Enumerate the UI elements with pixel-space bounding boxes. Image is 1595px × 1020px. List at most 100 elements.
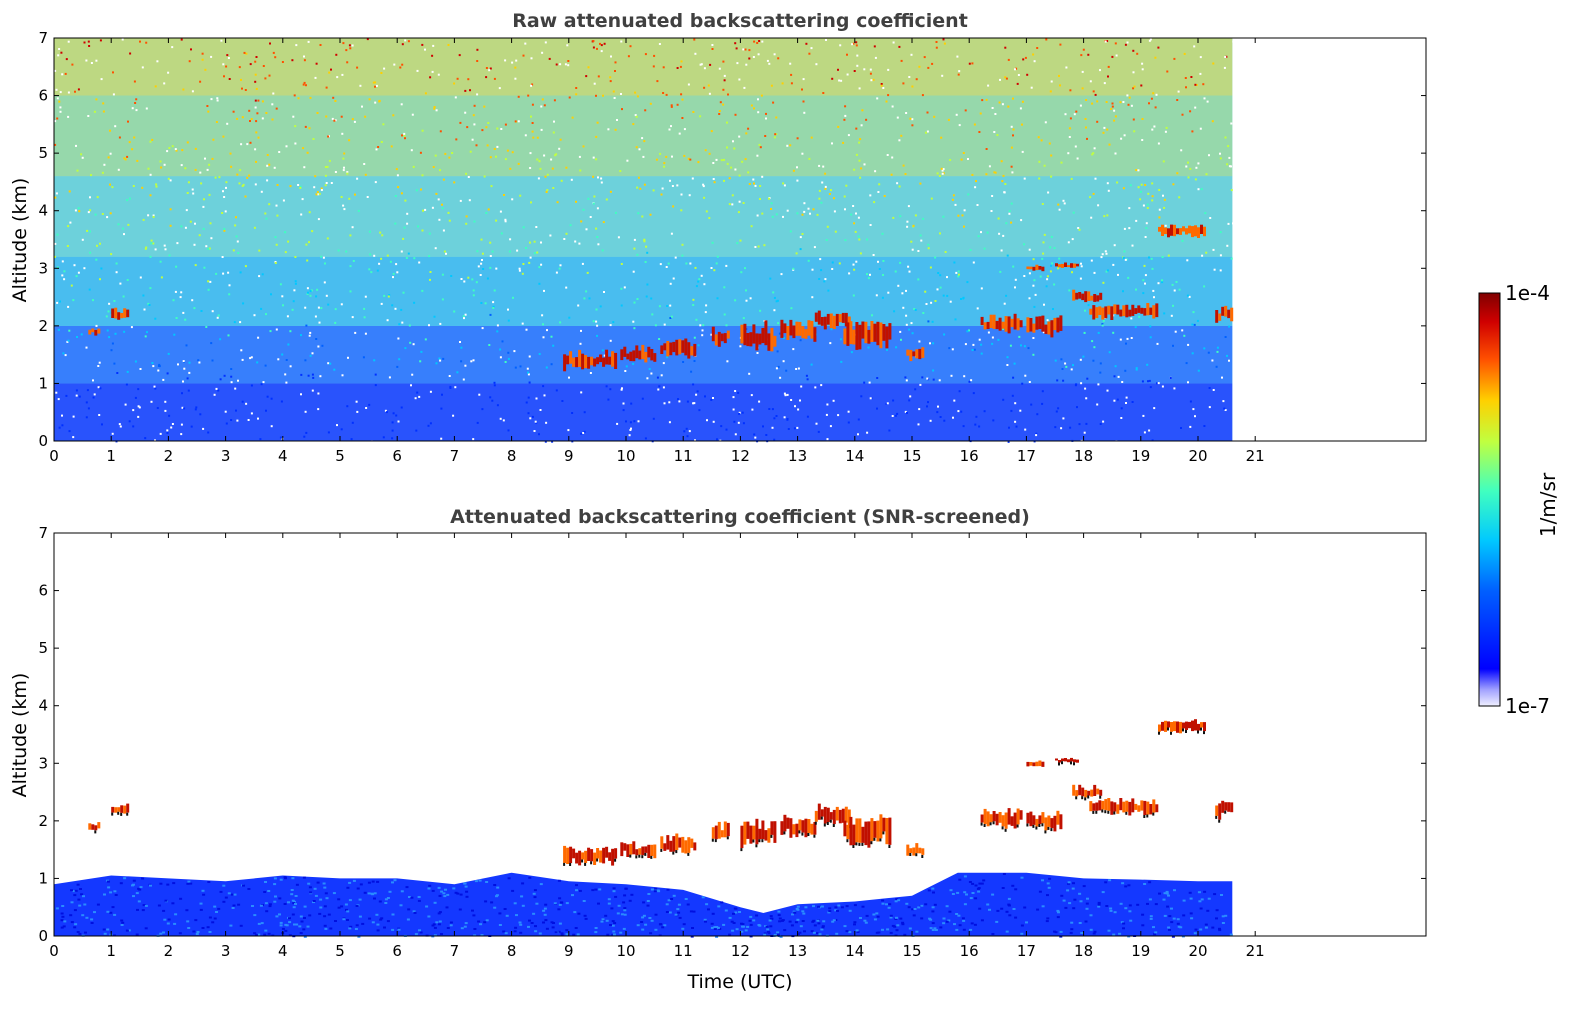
boundary-speckle [460,927,464,930]
noise-speckle [306,293,309,295]
cloud-streak [838,314,842,323]
noise-speckle [514,66,517,69]
cloud-streak [1155,804,1159,813]
noise-speckle [1206,100,1209,103]
boundary-speckle [532,892,536,895]
noise-speckle [378,100,381,103]
cloud-streak [711,326,715,342]
noise-speckle [429,390,432,393]
boundary-speckle [920,904,924,907]
cloud-streak [1090,789,1094,797]
noise-speckle [349,234,352,237]
noise-speckle [530,115,532,118]
noise-speckle [571,412,574,414]
noise-speckle [356,66,359,69]
noise-speckle [271,103,274,106]
noise-speckle [400,103,403,106]
cloud-streak [795,321,799,336]
noise-speckle [146,331,148,334]
noise-speckle [180,433,183,436]
cloud-edge [1038,824,1041,827]
cloud-streak [690,346,694,356]
noise-speckle [234,387,237,390]
noise-speckle [485,76,488,79]
noise-speckle [216,316,219,319]
boundary-speckle [78,932,82,935]
cloud-streak [723,821,727,838]
boundary-speckle [949,889,953,892]
noise-speckle [960,158,963,161]
noise-speckle [1107,189,1110,192]
boundary-speckle [794,921,798,924]
noise-speckle [782,360,785,363]
noise-speckle [658,43,661,45]
noise-speckle [223,196,226,198]
noise-speckle [1096,100,1099,103]
boundary-speckle [309,891,313,894]
noise-speckle [881,296,884,299]
noise-speckle [85,416,88,419]
y-tick-label: 6 [38,582,48,600]
boundary-speckle [192,930,196,933]
cloud-streak [1058,760,1061,763]
noise-speckle [629,45,632,48]
boundary-speckle [544,903,548,906]
cloud-streak [578,349,582,367]
noise-speckle [124,158,127,161]
boundary-speckle [504,932,508,935]
noise-speckle [1002,398,1005,401]
noise-speckle [287,240,290,243]
noise-speckle [1106,269,1109,272]
noise-speckle [1079,104,1082,107]
noise-speckle [853,70,856,72]
boundary-speckle [292,902,296,905]
boundary-speckle [553,902,557,905]
noise-speckle [118,423,121,426]
noise-speckle [386,254,389,257]
cloud-edge [1044,830,1047,834]
noise-speckle [1228,325,1231,328]
noise-speckle [432,166,435,168]
noise-speckle [67,305,70,308]
noise-speckle [692,111,695,113]
cloud-layer [1026,315,1063,338]
noise-speckle [1134,326,1137,329]
boundary-speckle [663,924,667,927]
cloud-streak [743,821,747,845]
noise-speckle [434,247,437,250]
noise-speckle [435,192,438,195]
noise-speckle [1140,190,1142,193]
noise-speckle [768,62,771,65]
boundary-speckle [978,882,982,885]
noise-speckle [904,173,907,175]
noise-speckle [1157,46,1160,49]
noise-speckle [1104,250,1107,253]
noise-speckle [269,42,271,45]
x-tick-label: 17 [1017,942,1036,960]
noise-speckle [855,44,858,47]
noise-speckle [809,212,811,215]
noise-speckle [301,198,304,201]
boundary-speckle [558,897,562,900]
noise-speckle [225,65,228,68]
boundary-speckle [1070,928,1074,931]
noise-speckle [476,60,479,62]
boundary-speckle [1041,905,1045,908]
boundary-speckle [77,898,81,901]
noise-speckle [222,272,225,275]
noise-speckle [753,433,756,436]
boundary-speckle [303,917,306,919]
noise-speckle [595,227,598,230]
boundary-speckle [951,893,955,895]
noise-speckle [940,136,943,139]
noise-speckle [568,316,571,319]
boundary-speckle [623,907,627,910]
noise-speckle [1049,270,1052,273]
cloud-streak [1035,316,1039,330]
x-tick-label: 1 [106,942,116,960]
noise-speckle [996,134,999,136]
boundary-speckle [1107,929,1111,932]
noise-speckle [68,190,71,193]
noise-speckle [156,60,159,63]
noise-speckle [1042,331,1045,334]
